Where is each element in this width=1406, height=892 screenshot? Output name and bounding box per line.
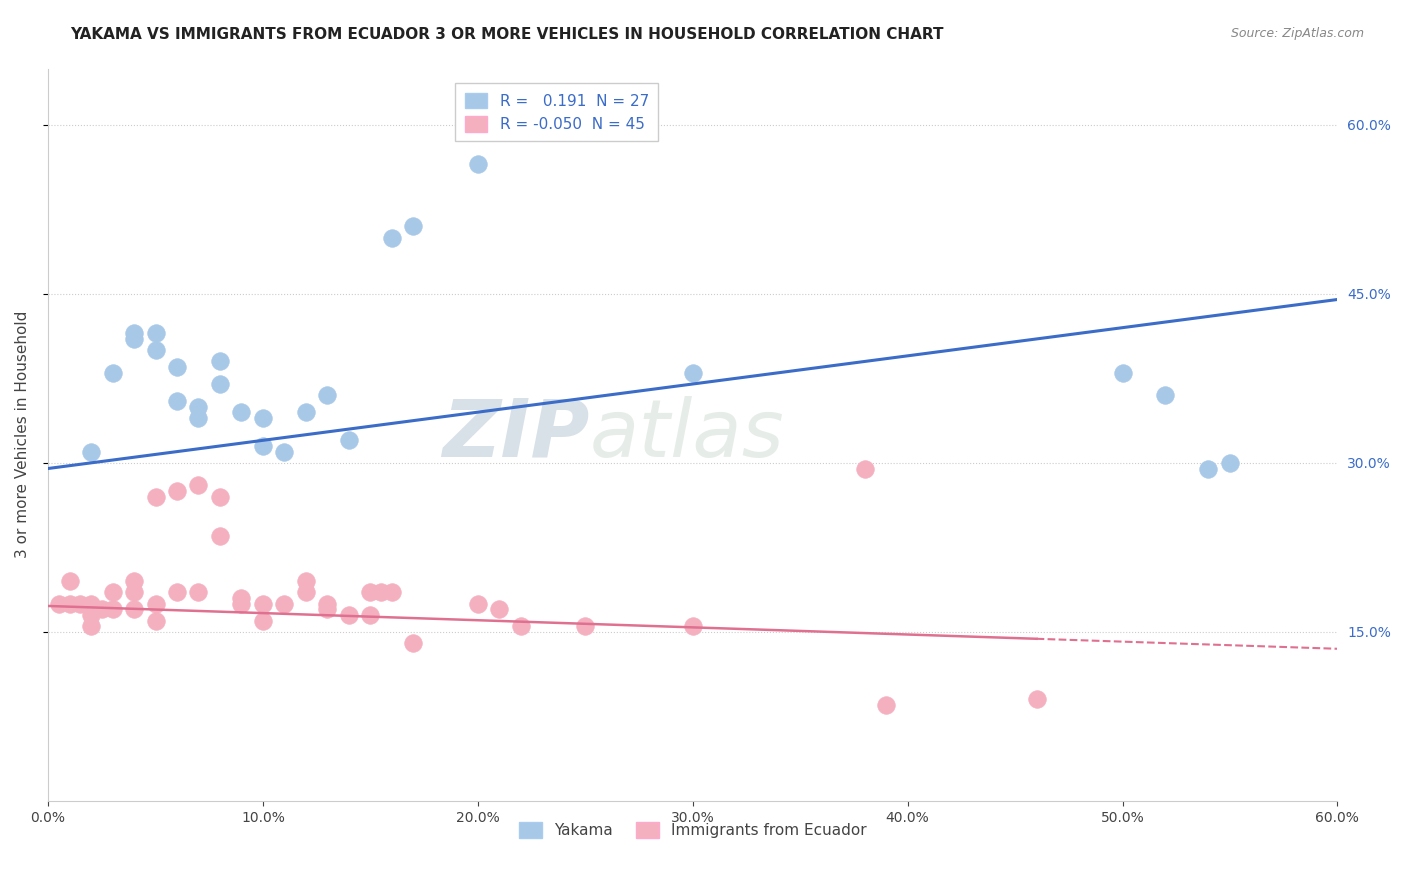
Point [252,614,274,628]
Point [1025,692,1047,706]
Point [1219,456,1241,470]
Point [316,602,339,616]
Point [122,326,145,341]
Point [80,444,103,458]
Point [58,574,80,589]
Text: Source: ZipAtlas.com: Source: ZipAtlas.com [1230,27,1364,40]
Point [145,343,167,358]
Point [145,597,167,611]
Point [295,574,318,589]
Point [1111,366,1133,380]
Point [574,619,596,633]
Point [252,597,274,611]
Point [252,410,274,425]
Point [1198,461,1220,475]
Point [316,597,339,611]
Text: atlas: atlas [589,396,785,474]
Point [273,444,295,458]
Point [101,366,124,380]
Point [101,602,124,616]
Point [231,591,253,605]
Point [381,230,404,244]
Point [69,597,91,611]
Point [48,597,70,611]
Point [122,602,145,616]
Point [80,597,103,611]
Point [208,529,231,543]
Point [80,607,103,622]
Point [122,574,145,589]
Point [187,410,209,425]
Point [187,400,209,414]
Y-axis label: 3 or more Vehicles in Household: 3 or more Vehicles in Household [15,311,30,558]
Point [101,585,124,599]
Point [122,332,145,346]
Point [166,393,188,408]
Point [58,597,80,611]
Point [682,619,704,633]
Point [122,585,145,599]
Point [509,619,531,633]
Point [166,585,188,599]
Point [359,585,381,599]
Text: ZIP: ZIP [443,396,589,474]
Point [231,597,253,611]
Point [252,439,274,453]
Point [1154,388,1177,402]
Point [295,405,318,419]
Point [337,434,360,448]
Text: YAKAMA VS IMMIGRANTS FROM ECUADOR 3 OR MORE VEHICLES IN HOUSEHOLD CORRELATION CH: YAKAMA VS IMMIGRANTS FROM ECUADOR 3 OR M… [70,27,943,42]
Point [682,366,704,380]
Point [853,461,876,475]
Point [231,405,253,419]
Point [381,585,404,599]
Point [875,698,897,712]
Point [467,157,489,171]
Point [208,376,231,391]
Point [80,619,103,633]
Point [337,607,360,622]
Point [208,354,231,368]
Point [187,478,209,492]
Point [273,597,295,611]
Point [145,326,167,341]
Point [370,585,392,599]
Point [187,585,209,599]
Point [208,490,231,504]
Point [145,614,167,628]
Point [467,597,489,611]
Point [90,602,112,616]
Point [402,636,425,650]
Point [166,360,188,375]
Point [488,602,510,616]
Point [166,483,188,498]
Point [316,388,339,402]
Point [145,490,167,504]
Point [402,219,425,234]
Legend: Yakama, Immigrants from Ecuador: Yakama, Immigrants from Ecuador [513,816,873,845]
Point [295,585,318,599]
Point [359,607,381,622]
